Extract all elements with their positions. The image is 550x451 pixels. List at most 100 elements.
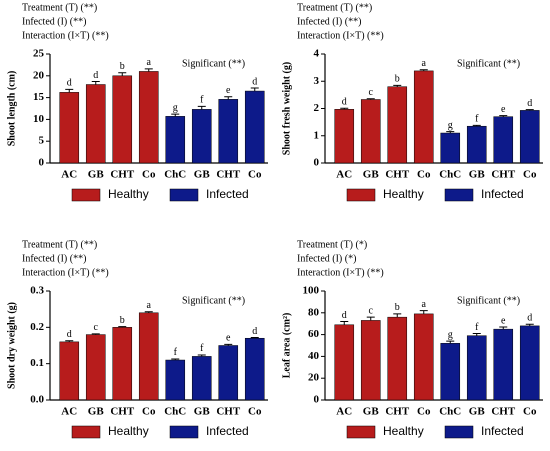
bar (466, 335, 487, 401)
bar-letter: d (342, 97, 347, 108)
bar (360, 320, 381, 401)
legend-label: Infected (206, 187, 249, 201)
legend-swatch (71, 425, 101, 439)
error-bar (171, 113, 180, 117)
bar-letter: b (120, 61, 125, 72)
x-tick-label: AC (61, 406, 77, 418)
bar-letter: d (527, 313, 532, 324)
bar-letter: d (67, 329, 72, 340)
x-tick-label: AC (336, 406, 352, 418)
x-tick-label: CHT (491, 169, 516, 181)
bar (112, 327, 133, 401)
bar (493, 116, 514, 164)
annotation: Treatment (T) (**) (297, 2, 372, 13)
bar (413, 313, 434, 401)
y-tick-label: 5 (39, 135, 45, 147)
legend-swatch (346, 425, 376, 439)
annotation: Treatment (T) (*) (297, 239, 367, 250)
bar (244, 337, 265, 401)
bar (519, 325, 540, 401)
x-tick-label: Co (142, 406, 156, 418)
bar-letter: d (527, 98, 532, 109)
y-tick-label: 1 (314, 129, 320, 141)
y-tick-label: 0 (314, 394, 320, 406)
error-bar (340, 107, 349, 110)
bar-letter: e (501, 104, 506, 115)
bar-letter: c (369, 87, 374, 98)
bar (218, 99, 239, 164)
y-tick-label: 40 (308, 350, 320, 362)
bar-letter: b (395, 74, 400, 85)
y-tick-label: 20 (33, 69, 45, 81)
bar (191, 356, 212, 401)
error-bar (91, 80, 100, 85)
bar (334, 324, 355, 401)
y-tick-label: 100 (303, 285, 320, 297)
bar (138, 71, 159, 164)
y-axis-label: Shoot fresh weight (g) (281, 62, 292, 155)
error-bar (393, 313, 402, 318)
bar (440, 132, 461, 164)
significance-note: Significant (**) (457, 295, 520, 306)
legend-label: Infected (481, 187, 524, 201)
bar-letter: d (252, 326, 257, 337)
bar (360, 99, 381, 164)
annotation: Infected (I) (**) (297, 16, 361, 27)
x-tick-label: Co (248, 169, 262, 181)
x-tick-label: ChC (439, 406, 461, 418)
error-bar (340, 321, 349, 325)
y-tick-label: 0 (39, 157, 45, 169)
x-tick-label: CHT (110, 406, 135, 418)
x-tick-label: AC (336, 169, 352, 181)
annotation: Treatment (T) (**) (22, 2, 97, 13)
legend-label: Healthy (383, 424, 424, 438)
error-bar (197, 354, 206, 357)
legend-label: Infected (206, 424, 249, 438)
bar (112, 75, 133, 164)
bar-letter: g (448, 120, 453, 131)
x-tick-label: Co (417, 406, 431, 418)
bar-letter: e (501, 315, 506, 326)
error-bar (250, 87, 259, 92)
bar-letter: g (173, 102, 178, 113)
annotation: Infected (I) (**) (22, 16, 86, 27)
y-tick-label: 25 (33, 48, 45, 60)
bar-letter: b (120, 315, 125, 326)
annotation: Treatment (T) (**) (22, 239, 97, 250)
x-tick-label: Co (142, 169, 156, 181)
bar-letter: e (226, 85, 231, 96)
error-bar (197, 105, 206, 110)
y-tick-label: 0.2 (30, 321, 44, 333)
annotation: Interaction (I×T) (**) (297, 267, 384, 278)
y-tick-label: 0.3 (30, 285, 44, 297)
error-bar (472, 333, 481, 336)
x-tick-label: CHT (491, 406, 516, 418)
x-tick-label: GB (194, 406, 211, 418)
legend-swatch (169, 425, 199, 439)
legend-swatch (346, 188, 376, 202)
y-axis-label: Leaf area (cm²) (281, 313, 292, 379)
y-axis-label: Shoot length (cm) (6, 71, 17, 147)
x-tick-label: CHT (216, 169, 241, 181)
bar-letter: d (67, 78, 72, 89)
annotation: Infected (I) (*) (297, 253, 356, 264)
y-tick-label: 2 (314, 102, 320, 114)
bar (138, 312, 159, 401)
x-tick-label: GB (363, 169, 380, 181)
significance-note: Significant (**) (457, 58, 520, 69)
x-tick-label: Co (523, 169, 537, 181)
error-bar (91, 333, 100, 335)
x-tick-label: GB (469, 406, 486, 418)
bar (165, 359, 186, 401)
y-tick-label: 0.0 (30, 394, 44, 406)
bar (165, 116, 186, 164)
x-tick-label: GB (194, 169, 211, 181)
error-bar (499, 115, 508, 117)
legend-label: Healthy (108, 424, 149, 438)
bar-letter: g (448, 329, 453, 340)
bar (466, 125, 487, 164)
bar (85, 334, 106, 401)
bar-letter: f (475, 322, 479, 333)
y-tick-label: 10 (33, 113, 45, 125)
